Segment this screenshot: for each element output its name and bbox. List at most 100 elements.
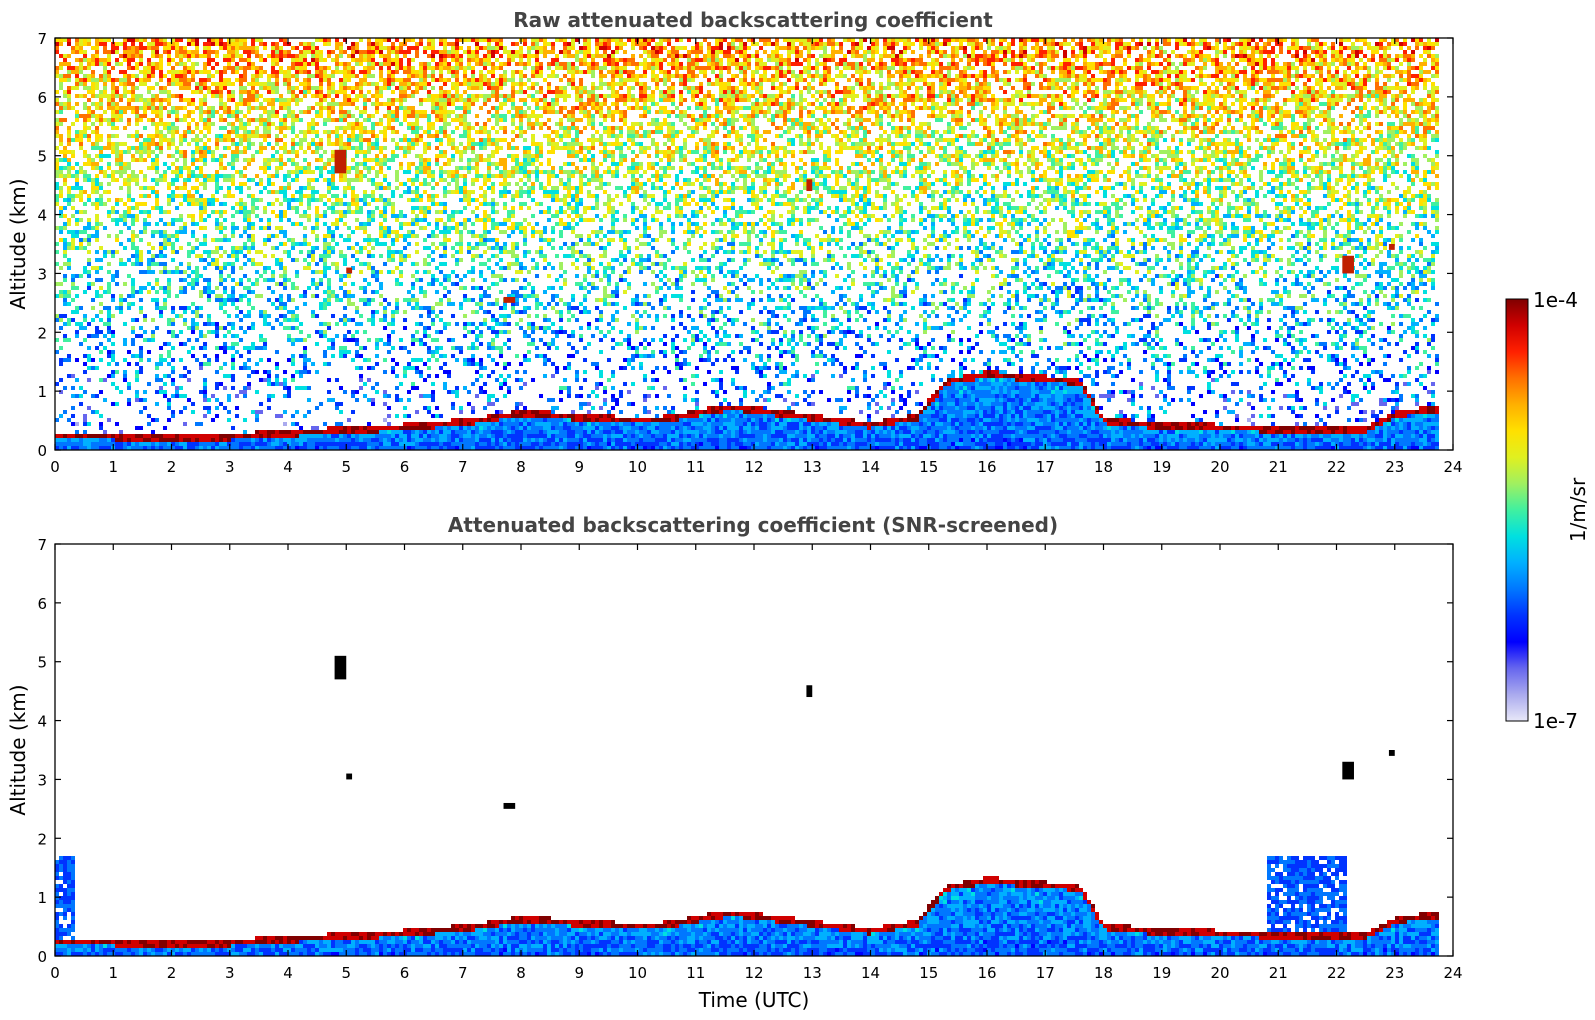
heatmap-cell [363,226,367,230]
heatmap-cell [203,390,207,394]
heatmap-cell [71,154,75,158]
heatmap-cell [147,66,151,70]
heatmap-cell [143,286,147,290]
heatmap-cell [303,186,307,190]
heatmap-cell [295,102,299,106]
heatmap-cell [123,82,127,86]
heatmap-cell [415,338,419,342]
heatmap-cell [407,242,411,246]
heatmap-cell [315,206,319,210]
heatmap-cell [375,242,379,246]
heatmap-cell [143,270,147,274]
heatmap-cell [91,358,95,362]
heatmap-cell [299,190,303,194]
heatmap-cell [463,98,467,102]
heatmap-cell [179,290,183,294]
heatmap-cell [215,142,219,146]
heatmap-cell [103,442,107,446]
heatmap-cell [203,158,207,162]
heatmap-cell [163,438,167,442]
heatmap-cell [303,138,307,142]
heatmap-cell [435,338,439,342]
heatmap-cell [463,134,467,138]
heatmap-cell [139,50,143,54]
heatmap-cell [127,78,131,82]
heatmap-cell [411,82,415,86]
heatmap-cell [315,438,319,442]
heatmap-cell [403,118,407,122]
heatmap-cell [395,110,399,114]
heatmap-cell [203,50,207,54]
heatmap-cell [359,262,363,266]
heatmap-cell [199,90,203,94]
heatmap-cell [131,46,135,50]
heatmap-cell [291,122,295,126]
heatmap-cell [247,214,251,218]
heatmap-cell [131,234,135,238]
heatmap-cell [223,202,227,206]
heatmap-cell [291,414,295,418]
heatmap-cell [379,242,383,246]
heatmap-cell [419,434,423,438]
heatmap-cell [419,342,423,346]
heatmap-cell [111,178,115,182]
heatmap-cell [419,438,423,442]
heatmap-cell [207,406,211,410]
heatmap-cell [359,178,363,182]
heatmap-cell [323,222,327,226]
heatmap-cell [71,186,75,190]
heatmap-cell [207,114,211,118]
heatmap-cell [251,86,255,90]
heatmap-cell [215,138,219,142]
heatmap-cell [263,430,267,434]
heatmap-cell [199,218,203,222]
heatmap-cell [387,50,391,54]
heatmap-cell [299,242,303,246]
heatmap-cell [67,190,71,194]
heatmap-cell [127,102,131,106]
heatmap-cell [123,162,127,166]
heatmap-cell [87,366,91,370]
heatmap-cell [143,126,147,130]
heatmap-cell [223,126,227,130]
heatmap-cell [367,262,371,266]
heatmap-cell [415,446,419,450]
heatmap-cell [199,86,203,90]
heatmap-cell [419,218,423,222]
heatmap-cell [347,94,351,98]
heatmap-cell [199,242,203,246]
heatmap-cell [403,98,407,102]
heatmap-cell [163,262,167,266]
heatmap-cell [403,426,407,430]
heatmap-cell [67,102,71,106]
heatmap-cell [419,110,423,114]
heatmap-cell [399,106,403,110]
heatmap-cell [391,90,395,94]
heatmap-cell [243,182,247,186]
heatmap-cell [375,38,379,42]
heatmap-cell [271,102,275,106]
heatmap-cell [167,286,171,290]
heatmap-cell [395,130,399,134]
heatmap-cell [291,358,295,362]
heatmap-cell [223,58,227,62]
heatmap-cell [359,386,363,390]
heatmap-cell [447,434,451,438]
heatmap-cell [159,206,163,210]
heatmap-cell [339,138,343,142]
heatmap-cell [255,442,259,446]
heatmap-cell [143,446,147,450]
heatmap-cell [171,334,175,338]
heatmap-cell [387,122,391,126]
heatmap-cell [427,74,431,78]
heatmap-cell [315,218,319,222]
heatmap-cell [235,254,239,258]
heatmap-cell [423,66,427,70]
heatmap-cell [355,162,359,166]
heatmap-cell [151,262,155,266]
heatmap-cell [291,110,295,114]
heatmap-cell [271,114,275,118]
heatmap-cell [267,266,271,270]
heatmap-cell [323,42,327,46]
heatmap-cell [427,46,431,50]
